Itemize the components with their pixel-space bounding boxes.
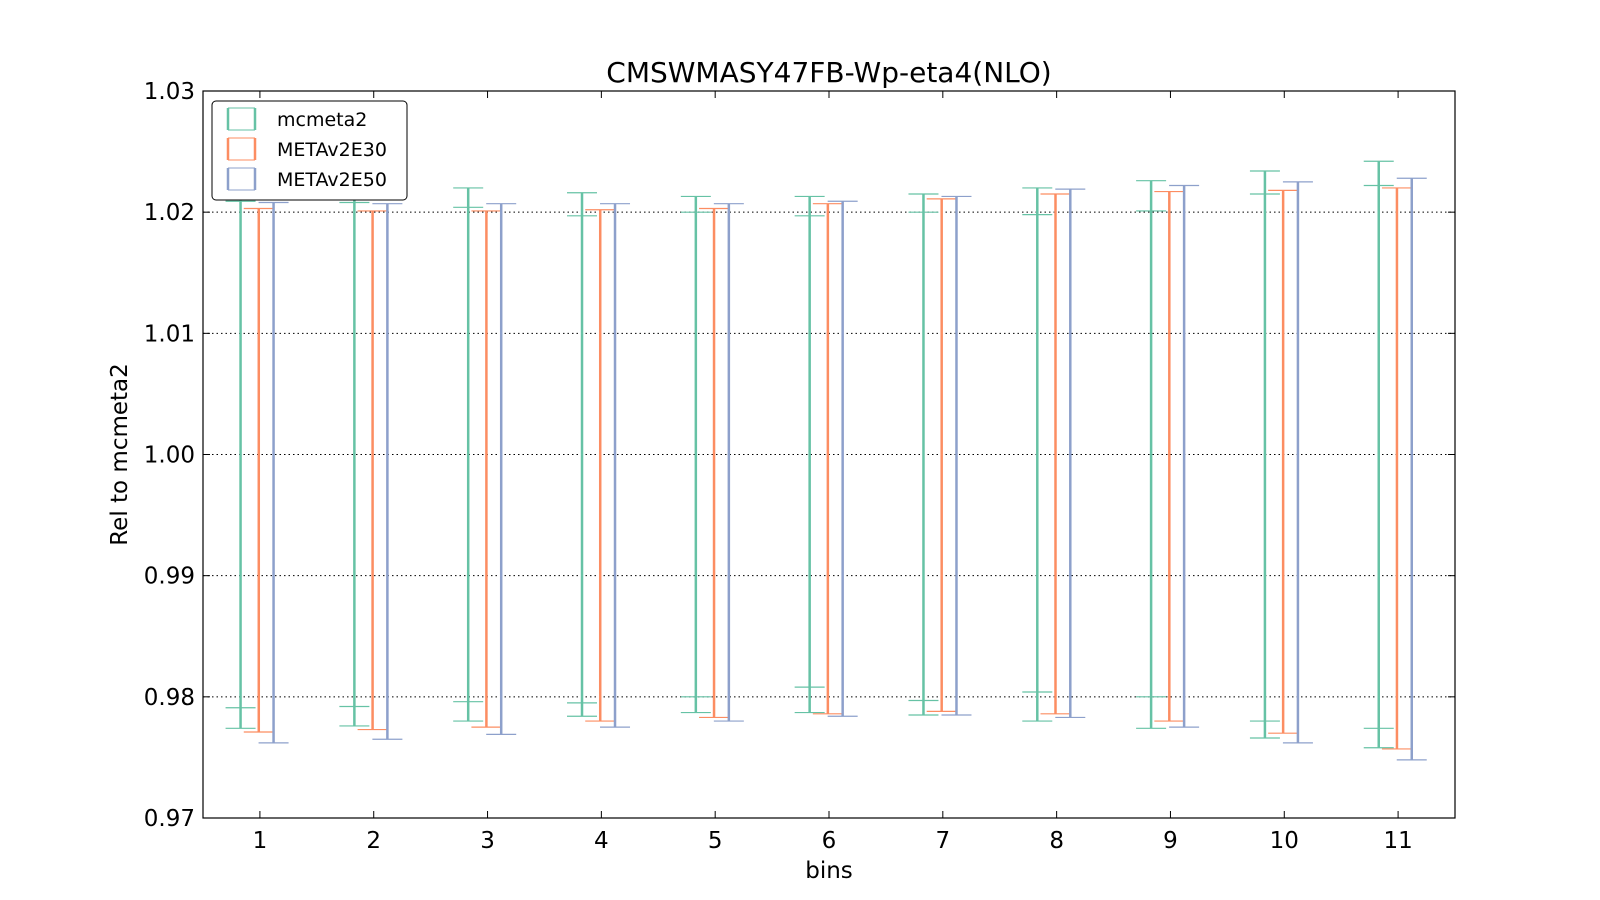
legend-label: METAv2E50	[277, 169, 387, 191]
x-tick-label: 9	[1163, 828, 1178, 854]
y-axis-label: Rel to mcmeta2	[107, 363, 133, 546]
x-tick-label: 5	[708, 828, 723, 854]
chart-title: CMSWMASY47FB-Wp-eta4(NLO)	[606, 56, 1051, 89]
y-tick-label: 1.03	[144, 79, 195, 105]
x-tick-label: 6	[822, 828, 837, 854]
series-mcmeta2	[225, 160, 1394, 749]
axis-ticks: 0.97 0.98 0.99 1.00 1.01 1.02 1.03 1 2 3 4 5 6 7 8 9 10 1…	[144, 79, 1455, 854]
legend: mcmeta2 METAv2E30 METAv2E50	[211, 100, 408, 201]
x-tick-label: 10	[1270, 828, 1299, 854]
x-tick-label: 11	[1383, 828, 1412, 854]
legend-label: METAv2E30	[277, 139, 387, 161]
series-METAv2E50	[258, 177, 1427, 761]
x-tick-label: 7	[935, 828, 950, 854]
y-tick-label: 1.01	[144, 321, 195, 347]
legend-item: METAv2E50	[226, 167, 387, 191]
y-tick-label: 0.99	[144, 564, 195, 590]
x-tick-label: 3	[480, 828, 495, 854]
x-tick-label: 8	[1049, 828, 1064, 854]
x-tick-label: 2	[366, 828, 381, 854]
legend-item: mcmeta2	[226, 107, 367, 131]
x-tick-label: 4	[594, 828, 609, 854]
legend-label: mcmeta2	[277, 109, 367, 131]
y-tick-label: 0.98	[144, 685, 195, 711]
x-axis-label: bins	[805, 858, 853, 884]
y-tick-label: 1.00	[144, 443, 195, 469]
y-tick-label: 0.97	[144, 806, 195, 832]
x-tick-label: 1	[253, 828, 268, 854]
error-bars	[225, 160, 1427, 761]
series-METAv2E30	[243, 187, 1412, 750]
legend-box	[211, 100, 408, 201]
y-tick-label: 1.02	[144, 200, 195, 226]
legend-item: METAv2E30	[226, 137, 387, 161]
